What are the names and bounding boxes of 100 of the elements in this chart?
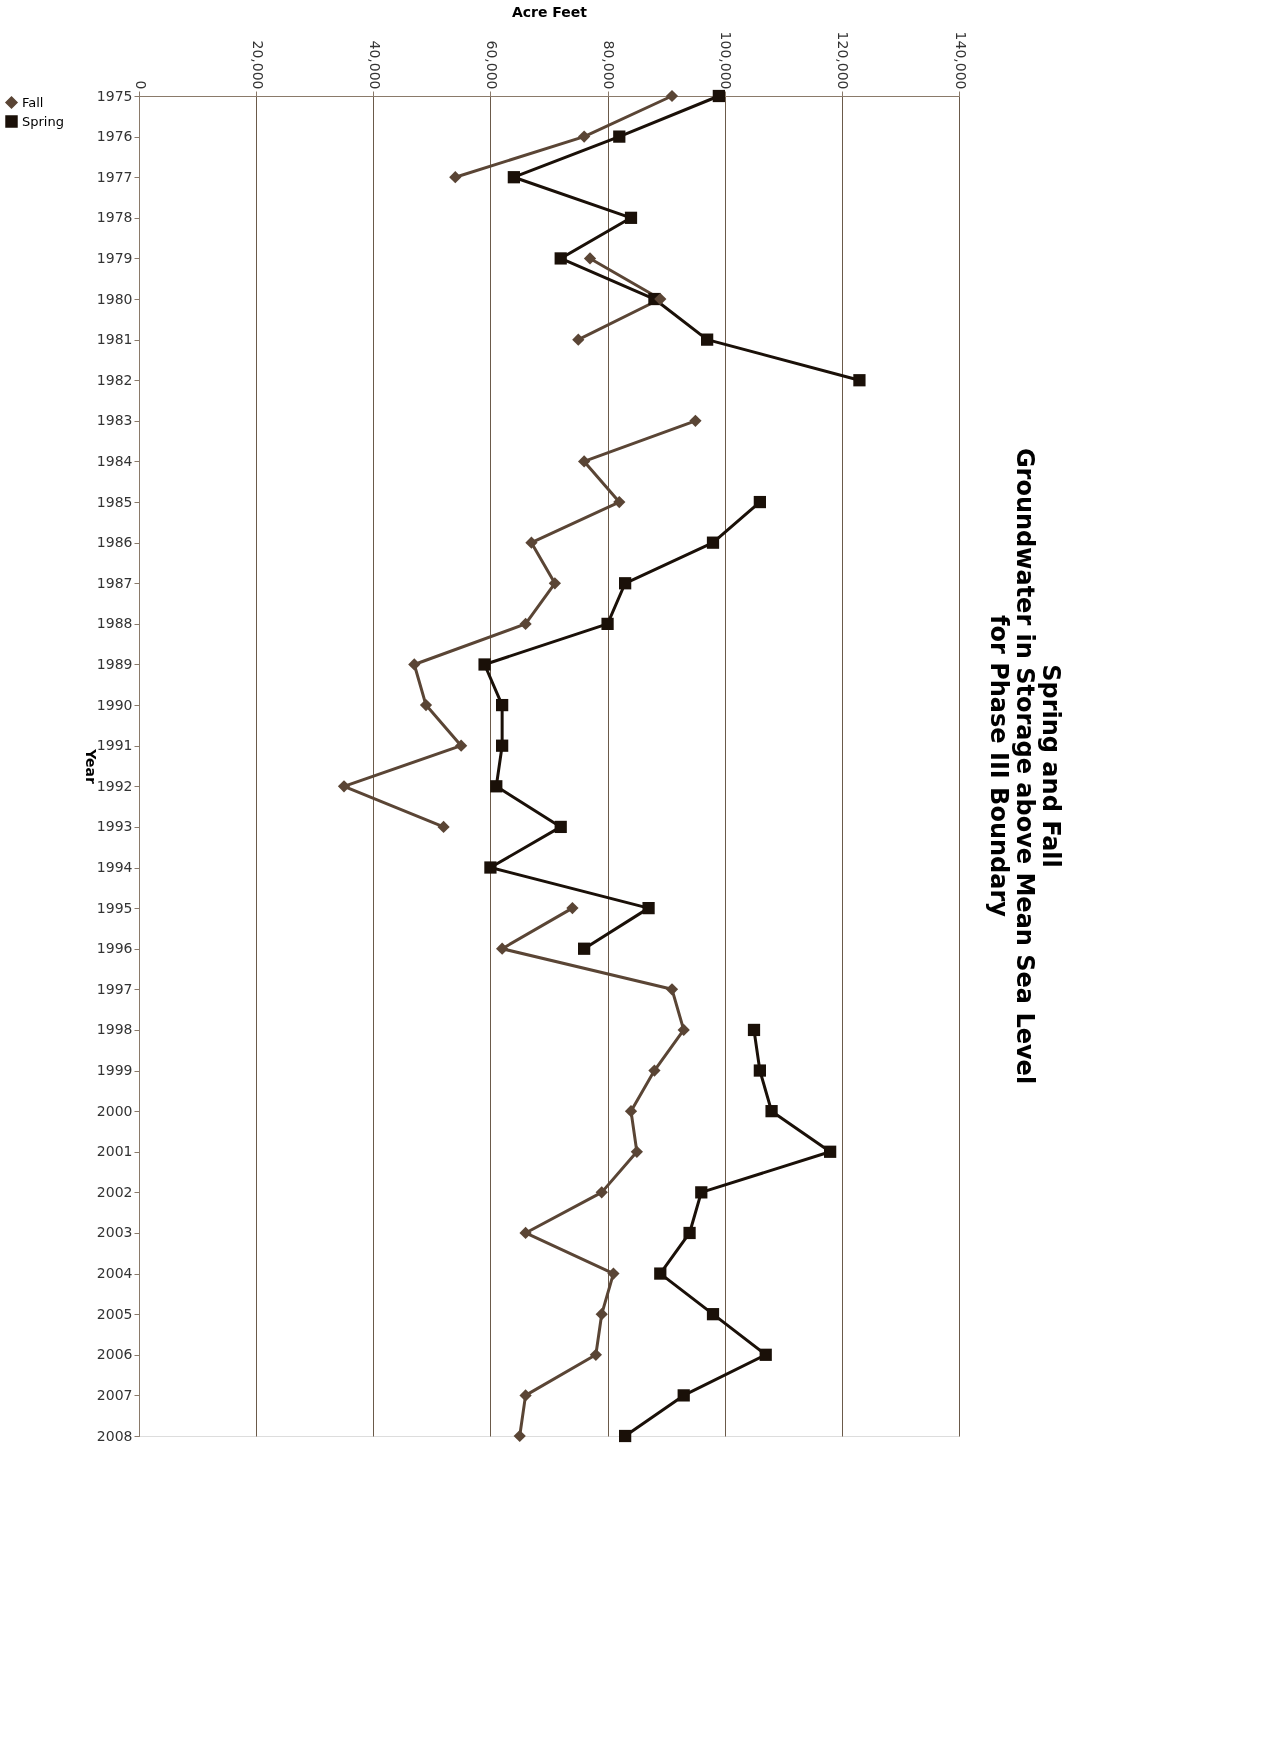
point <box>519 1389 532 1402</box>
point <box>624 1105 638 1118</box>
point <box>578 455 591 468</box>
point <box>654 1267 667 1280</box>
y-tick-label: 2008 <box>96 1427 133 1444</box>
y-tick-label: 1979 <box>96 249 133 266</box>
point <box>642 902 655 915</box>
y-tick-label: 2003 <box>96 1224 133 1241</box>
y-tick-label: 1985 <box>96 493 133 510</box>
point <box>765 1105 778 1118</box>
y-tick-label: 2006 <box>96 1346 133 1363</box>
point <box>753 1064 766 1077</box>
point <box>677 1389 690 1402</box>
point <box>478 658 491 671</box>
point <box>484 861 497 874</box>
point <box>496 698 509 712</box>
point <box>513 1429 526 1443</box>
y-tick-label: 1991 <box>96 737 133 754</box>
point <box>548 577 561 590</box>
legend-label: Spring <box>22 113 64 129</box>
y-tick-label: 1989 <box>96 655 133 672</box>
point <box>630 1145 643 1158</box>
y-tick-label: 1988 <box>96 615 133 632</box>
x-tick-label: 20,000 <box>249 40 266 90</box>
point <box>496 739 509 752</box>
y-tick-label: 1997 <box>96 980 133 997</box>
point <box>665 89 679 103</box>
y-tick-label: 1975 <box>96 87 133 104</box>
point <box>419 698 433 712</box>
point <box>337 780 351 793</box>
x-tick-label: 0 <box>132 80 149 90</box>
y-tick-label: 1980 <box>96 290 133 307</box>
point <box>695 1186 708 1199</box>
y-tick-label: 1987 <box>96 574 133 591</box>
point <box>706 536 720 549</box>
point <box>507 171 520 184</box>
point <box>654 292 667 306</box>
y-tick-label: 1995 <box>96 899 133 916</box>
y-tick-label: 2000 <box>96 1102 133 1119</box>
point <box>578 942 591 955</box>
y-tick-label: 1981 <box>96 331 133 348</box>
x-tick-label: 40,000 <box>366 40 383 90</box>
y-tick-label: 1976 <box>96 128 133 145</box>
x-tick-label: 140,000 <box>952 31 969 90</box>
y-tick-label: 1978 <box>96 209 133 226</box>
point <box>601 617 614 630</box>
y-tick-label: 1996 <box>96 940 133 957</box>
point <box>624 211 638 224</box>
point <box>554 252 567 265</box>
point <box>706 1308 720 1321</box>
point <box>589 1348 602 1361</box>
point <box>701 333 714 346</box>
point <box>455 739 468 752</box>
point <box>496 942 509 955</box>
y-tick-label: 1993 <box>96 818 133 835</box>
point <box>408 658 421 671</box>
point <box>595 1186 608 1199</box>
x-tick-label: 80,000 <box>601 40 618 90</box>
point <box>525 536 538 549</box>
point <box>490 780 503 793</box>
point <box>578 130 591 143</box>
point <box>607 1267 620 1280</box>
y-tick-label: 1983 <box>96 412 133 429</box>
point <box>519 1226 532 1240</box>
point <box>648 1064 661 1077</box>
point <box>677 1023 690 1037</box>
point <box>753 495 766 509</box>
y-tick-label: 2005 <box>96 1305 133 1322</box>
y-tick-label: 1982 <box>96 371 133 388</box>
y-tick-label: 1998 <box>96 1021 133 1038</box>
y-tick-label: 2004 <box>96 1265 133 1282</box>
x-tick-label: 60,000 <box>483 40 500 90</box>
y-tick-label: 1999 <box>96 1062 133 1079</box>
y-tick-label: 2007 <box>96 1386 133 1403</box>
point <box>712 89 725 103</box>
point <box>747 1023 761 1037</box>
point <box>583 252 597 265</box>
y-axis-title: Year <box>82 748 99 784</box>
text: Spring and Fall Groundwater in Storage above Mean Sea Level for Phase III Boundary <box>985 447 1065 1085</box>
y-tick-label: 1992 <box>96 777 133 794</box>
y-tick-label: 2001 <box>96 1143 133 1160</box>
y-tick-label: 1990 <box>96 696 133 713</box>
y-tick-label: 1994 <box>96 859 133 876</box>
point <box>437 820 450 834</box>
point <box>595 1308 608 1321</box>
point <box>665 983 679 996</box>
point <box>554 820 567 834</box>
x-tick-label: 120,000 <box>835 31 852 90</box>
x-tick-label: 100,000 <box>718 31 735 90</box>
point <box>613 495 626 509</box>
point <box>824 1145 837 1158</box>
y-tick-label: 2002 <box>96 1183 133 1200</box>
y-tick-label: 1977 <box>96 168 133 185</box>
point <box>759 1348 772 1361</box>
x-axis-title: Acre Feet <box>511 3 588 20</box>
point <box>613 130 626 143</box>
y-tick-label: 1986 <box>96 534 133 551</box>
point <box>566 902 579 915</box>
point <box>572 333 585 346</box>
y-tick-label: 1984 <box>96 452 133 469</box>
